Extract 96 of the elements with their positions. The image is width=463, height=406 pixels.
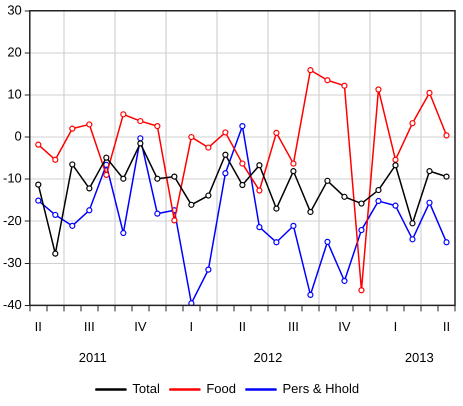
point	[120, 176, 126, 182]
legend-label: Total	[132, 381, 160, 396]
point	[358, 200, 365, 207]
point	[392, 156, 399, 163]
y-tick-label: -30	[2, 254, 22, 270]
point	[358, 226, 365, 234]
point	[222, 129, 228, 136]
point	[307, 67, 314, 74]
point	[35, 182, 42, 188]
y-tick-label: 30	[7, 2, 22, 18]
x-tick-label: II	[34, 318, 42, 334]
x-tick-label: I	[190, 318, 194, 334]
point	[137, 135, 144, 142]
point	[86, 185, 92, 192]
x-tick-label: IV	[134, 318, 147, 334]
point	[103, 154, 110, 161]
point	[324, 238, 331, 245]
y-tick-label: 20	[7, 44, 22, 60]
point	[69, 161, 76, 168]
point	[443, 239, 450, 246]
point	[443, 174, 450, 180]
point	[239, 160, 246, 167]
point	[426, 200, 433, 206]
point	[273, 206, 280, 212]
point	[426, 90, 433, 96]
point	[69, 126, 76, 132]
point	[443, 132, 450, 138]
point	[307, 292, 314, 298]
point	[409, 236, 416, 242]
point	[256, 162, 263, 168]
point	[324, 77, 331, 84]
x-tick-label: II	[238, 318, 246, 334]
point	[137, 118, 144, 124]
point	[290, 222, 297, 229]
point	[103, 172, 110, 178]
legend-label: Pers & Hhold	[282, 381, 360, 396]
x-tick-label: IV	[338, 318, 351, 334]
point	[409, 120, 416, 126]
point	[375, 86, 382, 93]
point	[290, 160, 297, 167]
point	[35, 142, 42, 148]
point	[392, 202, 399, 209]
point	[154, 123, 160, 130]
point	[256, 187, 263, 194]
point	[307, 208, 314, 216]
point	[239, 123, 246, 130]
point	[188, 300, 194, 306]
point	[154, 176, 160, 182]
point	[392, 162, 399, 168]
x-tick-label: II	[442, 318, 450, 334]
point	[273, 239, 280, 246]
y-tick-label: -40	[2, 296, 22, 312]
point	[154, 210, 160, 217]
point	[426, 168, 433, 174]
point	[341, 82, 348, 89]
point	[171, 174, 178, 180]
point	[86, 121, 92, 128]
point	[205, 144, 212, 151]
point	[222, 170, 228, 176]
point	[188, 134, 194, 140]
point	[120, 111, 126, 118]
point	[222, 152, 228, 158]
point	[137, 140, 144, 146]
point	[52, 212, 58, 218]
text: 2011	[78, 350, 107, 365]
point	[290, 168, 297, 174]
point	[256, 224, 263, 230]
point	[358, 287, 365, 294]
point	[341, 278, 348, 284]
point	[324, 178, 331, 184]
point	[171, 217, 178, 224]
point	[205, 192, 212, 199]
x-tick-label: III	[288, 318, 299, 334]
point	[69, 222, 76, 229]
y-tick-label: 0	[14, 128, 22, 144]
point	[52, 156, 58, 163]
y-tick-label: -20	[2, 212, 22, 228]
y-tick-label: -10	[2, 170, 22, 186]
x-tick-label: III	[84, 318, 95, 334]
point	[120, 230, 126, 236]
legend-label: Food	[206, 381, 236, 396]
x-tick-label: I	[394, 318, 398, 334]
point	[375, 186, 382, 194]
text: 2013	[404, 350, 434, 365]
point	[239, 182, 246, 188]
text: 2012	[253, 350, 282, 365]
point	[409, 220, 416, 226]
point	[35, 198, 42, 204]
y-tick-label: 10	[7, 86, 22, 102]
point	[52, 250, 58, 257]
point	[188, 202, 194, 208]
point	[341, 194, 348, 200]
point	[375, 198, 382, 204]
point	[205, 266, 212, 273]
point	[273, 130, 280, 136]
point	[86, 207, 92, 214]
